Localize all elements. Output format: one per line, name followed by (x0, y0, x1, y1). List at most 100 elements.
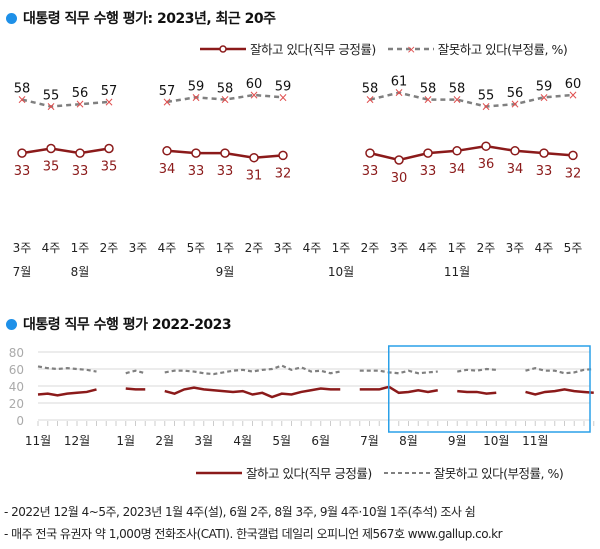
disapprove-data-label: 55 (478, 89, 495, 104)
x-month-label: 8월 (71, 265, 90, 279)
x-week-label: 3주 (13, 241, 32, 255)
disapprove-marker: × (278, 90, 288, 104)
disapprove-data-label: 56 (72, 86, 89, 101)
disapprove-marker: × (17, 93, 27, 107)
legend-disapprove-swatch: × (387, 43, 434, 55)
approve-data-label: 32 (565, 166, 582, 181)
approve-marker (220, 148, 230, 158)
legend-approve-label: 잘하고 있다(직무 긍정률) (250, 42, 376, 57)
x-month-label: 7월 (13, 265, 32, 279)
approve-line-segment (525, 388, 594, 396)
disapprove-data-label: 59 (275, 79, 292, 94)
approve-data-label: 33 (217, 164, 234, 179)
approve-data-label: 33 (536, 164, 553, 179)
title-text: 대통령 직무 수행 평가: 2023년, 최근 20주 (23, 11, 276, 27)
disapprove-data-label: 58 (449, 82, 466, 97)
y-tick-label: 80 (9, 346, 24, 360)
x-week-label: 2주 (361, 241, 380, 255)
approve-marker (191, 148, 201, 158)
x-week-label: 5주 (187, 241, 206, 255)
approve-marker (249, 152, 259, 163)
disapprove-data-label: 59 (536, 79, 553, 94)
x-week-label: 1주 (332, 241, 351, 255)
svg-text:×: × (406, 43, 415, 55)
x-month-label: 11월 (25, 434, 51, 448)
legend-disapprove-label: 잘못하고 있다(부정률, %) (437, 42, 568, 57)
disapprove-data-label: 60 (246, 77, 263, 92)
approve-marker (17, 148, 27, 158)
disapprove-data-label: 61 (391, 75, 408, 90)
disapprove-marker: × (46, 100, 56, 114)
approve-marker (510, 146, 520, 156)
legend-top: 잘하고 있다(직무 긍정률) × 잘못하고 있다(부정률, %) (200, 39, 568, 58)
y-tick-label: 40 (9, 380, 24, 394)
chart-title-top: 대통령 직무 수행 평가: 2023년, 최근 20주 (6, 8, 276, 28)
disapprove-marker: × (220, 93, 230, 107)
approve-line-segment (125, 387, 146, 391)
x-month-label: 12월 (64, 434, 90, 448)
approve-marker (104, 143, 114, 154)
approve-marker (568, 150, 578, 161)
disapprove-data-label: 55 (43, 89, 60, 104)
disapprove-data-label: 58 (14, 82, 31, 97)
x-week-label: 4주 (419, 241, 438, 255)
approve-data-label: 35 (43, 160, 60, 175)
y-tick-label: 20 (9, 397, 24, 411)
x-week-label: 3주 (274, 241, 293, 255)
disapprove-line-segment (37, 365, 97, 373)
disapprove-marker: × (568, 88, 578, 102)
x-week-label: 4주 (535, 241, 554, 255)
x-week-label: 2주 (477, 241, 496, 255)
approve-data-label: 31 (246, 169, 263, 184)
approve-marker (423, 148, 433, 158)
legend-approve-label: 잘하고 있다(직무 긍정률) (246, 466, 372, 481)
legend-bottom: 잘하고 있다(직무 긍정률) 잘못하고 있다(부정률, %) (196, 463, 564, 482)
approve-marker (162, 146, 172, 156)
disapprove-line-segment (164, 364, 341, 376)
x-month-label: 1월 (116, 434, 135, 448)
disapprove-line-segment (525, 367, 594, 375)
chart-title-bottom: 대통령 직무 수행 평가 2022-2023 (6, 314, 232, 334)
disapprove-marker: × (539, 90, 549, 104)
x-month-label: 10월 (328, 265, 354, 279)
approve-line-segment (21, 147, 110, 155)
approve-line-segment (359, 385, 438, 395)
x-month-label: 2월 (155, 434, 174, 448)
x-month-label: 7월 (360, 434, 379, 448)
approve-data-label: 30 (391, 171, 408, 186)
y-tick-label: 60 (9, 363, 24, 377)
x-week-label: 1주 (71, 241, 90, 255)
approve-marker (365, 148, 375, 158)
approve-marker (278, 150, 288, 161)
disapprove-marker: × (191, 90, 201, 104)
x-month-label: 6월 (311, 434, 330, 448)
disapprove-marker: × (162, 95, 172, 109)
approve-line-segment (164, 386, 341, 399)
disapprove-line-segment (359, 369, 438, 375)
x-week-label: 1주 (448, 241, 467, 255)
x-month-label: 9월 (448, 434, 467, 448)
disapprove-data-label: 58 (420, 82, 437, 97)
disapprove-line-segment (166, 93, 284, 104)
legend-disapprove-swatch (383, 471, 430, 474)
disapprove-marker: × (365, 93, 375, 107)
approve-marker (481, 141, 491, 151)
x-month-label: 8월 (399, 434, 418, 448)
disapprove-data-label: 59 (188, 79, 205, 94)
x-week-label: 3주 (506, 241, 525, 255)
x-week-label: 4주 (42, 241, 61, 255)
x-week-label: 4주 (158, 241, 177, 255)
x-month-label: 11월 (522, 434, 548, 448)
disapprove-data-label: 57 (159, 84, 176, 99)
disapprove-marker: × (481, 100, 491, 114)
approve-data-label: 32 (275, 166, 292, 181)
disapprove-marker: × (452, 93, 462, 107)
disapprove-line-segment (21, 98, 110, 108)
legend-approve-swatch (200, 44, 246, 53)
approve-marker (75, 148, 85, 158)
x-week-label: 2주 (245, 241, 264, 255)
y-tick-label: 0 (16, 414, 24, 428)
x-month-label: 10월 (483, 434, 509, 448)
x-month-label: 5월 (272, 434, 291, 448)
